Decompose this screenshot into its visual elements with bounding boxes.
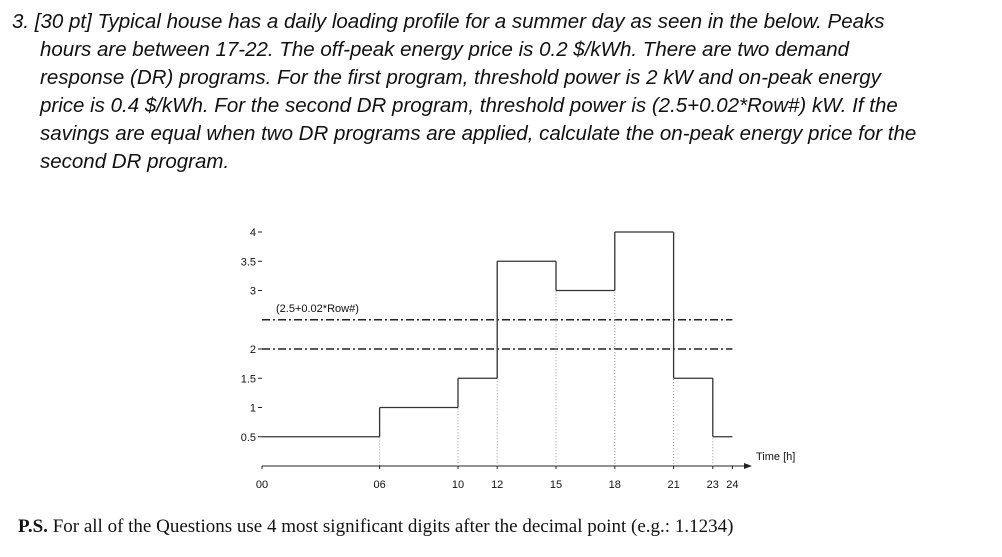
x-tick-label: 12	[491, 479, 503, 491]
note: P.S. For all of the Questions use 4 most…	[18, 516, 733, 537]
question-line: second DR program.	[40, 150, 229, 173]
y-tick-label: 2	[250, 344, 256, 356]
question-line: price is 0.4 $/kWh. For the second DR pr…	[39, 94, 898, 117]
y-tick-label: 3.5	[241, 256, 256, 268]
y-tick-label: 4	[250, 227, 256, 239]
y-tick-label: 1.5	[241, 373, 256, 385]
x-tick-label: 24	[726, 479, 738, 491]
x-tick-label: 23	[707, 479, 719, 491]
note-text: For all of the Questions use 4 most sign…	[48, 516, 733, 537]
x-tick-label: 21	[667, 479, 679, 491]
threshold-label: (2.5+0.02*Row#)	[276, 303, 359, 315]
question-line: response (DR) programs. For the first pr…	[40, 66, 883, 89]
x-tick-label: 18	[609, 479, 621, 491]
question-line: savings are equal when two DR programs a…	[40, 122, 916, 145]
x-tick-label: 00	[256, 479, 268, 491]
x-tick-label: 15	[550, 479, 562, 491]
x-tick-label: 06	[373, 479, 385, 491]
note-label: P.S.	[18, 516, 48, 537]
y-tick-label: 3	[250, 286, 256, 298]
x-axis-arrow	[744, 463, 752, 469]
x-axis-label: Time [h]	[756, 451, 795, 463]
y-tick-label: 1	[250, 403, 256, 415]
question-line: 3. [30 pt] Typical house has a daily loa…	[12, 10, 885, 33]
x-tick-label: 10	[452, 479, 464, 491]
y-tick-label: 0.5	[241, 432, 256, 444]
question-line: hours are between 17-22. The off-peak en…	[40, 38, 850, 61]
